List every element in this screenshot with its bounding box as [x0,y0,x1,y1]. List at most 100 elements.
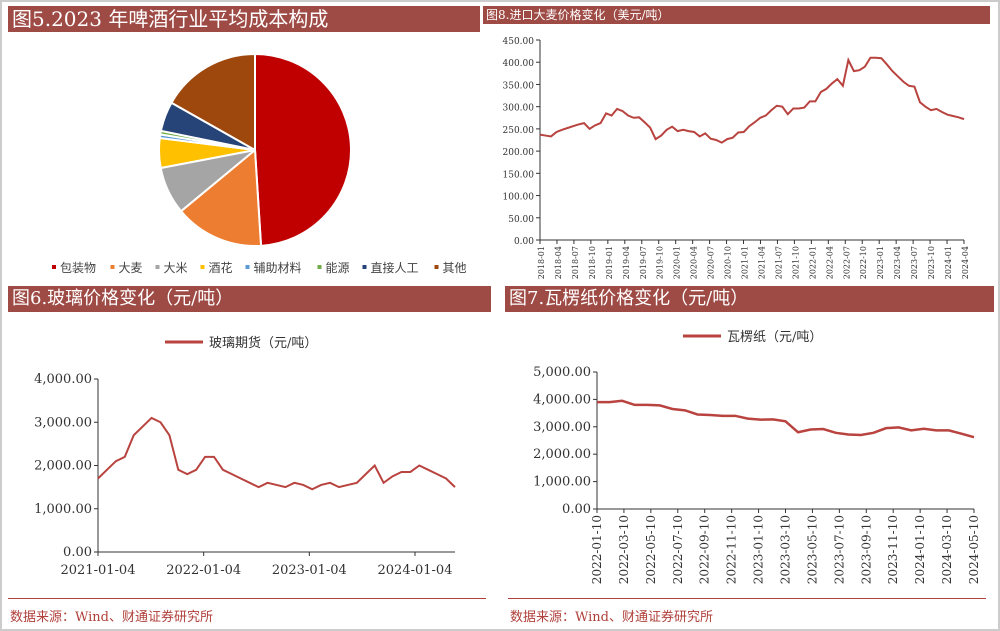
x-tick-label: 2020-01 [673,246,682,279]
x-tick-label: 2019-04 [622,246,631,279]
x-tick-label: 2024-01-10 [913,515,927,584]
glass-title: 图6.玻璃价格变化（元/吨） [8,286,491,312]
y-tick-label: 0.00 [514,237,534,247]
legend-marker [317,265,322,269]
x-tick-label: 2022-07 [842,246,851,279]
legend-marker [52,265,56,269]
x-tick-label: 2024-01 [944,246,953,279]
x-tick-label: 2022-01-04 [166,563,241,578]
y-tick-label: 1,000.00 [533,475,591,490]
x-tick-label: 2023-07-10 [832,515,846,584]
legend-label-5: 能源 [326,261,350,275]
x-tick-label: 2019-07 [639,246,648,279]
x-tick-label: 2023-10 [927,246,936,279]
x-tick-label: 2022-01 [808,246,817,279]
pie-slice-1 [179,147,263,247]
source-note: 数据来源：Wind、财通证券研究所 [510,610,713,625]
pie-slice-0 [254,52,353,247]
legend-label-1: 大麦 [119,261,143,275]
x-tick-label: 2022-11-10 [725,515,739,584]
y-tick-label: 5,000.00 [533,365,591,380]
legend-label-6: 直接人工 [371,260,419,275]
x-tick-label: 2018-04 [554,246,563,279]
y-tick-label: 100.00 [503,193,535,203]
y-tick-label: 3,000.00 [533,420,591,435]
y-tick-label: 0.00 [562,502,591,517]
x-tick-label: 2023-11-10 [886,515,900,584]
y-tick-label: 450.00 [503,37,535,47]
y-tick-label: 150.00 [503,170,535,180]
x-tick-label: 2021-07 [774,246,783,279]
pie-slice-7 [170,52,256,152]
y-tick-label: 3,000.00 [34,415,92,430]
y-tick-label: 1,000.00 [34,502,92,517]
y-tick-label: 350.00 [503,81,535,91]
legend-marker [245,265,250,269]
legend-marker [155,265,160,269]
barley-title: 图8.进口大麦价格变化（美元/吨） [483,6,990,24]
x-tick-label: 2023-01-10 [752,515,766,584]
x-tick-label: 2024-04 [961,246,970,279]
legend-label: 瓦楞纸（元/吨） [727,330,822,345]
x-tick-label: 2019-10 [656,246,665,279]
y-tick-label: 2,000.00 [533,447,591,462]
x-tick-label: 2023-05-10 [805,515,819,584]
y-tick-label: 50.00 [508,215,534,225]
x-tick-label: 2023-01 [876,246,885,279]
x-tick-label: 2021-01-04 [61,563,136,578]
y-tick-label: 400.00 [503,59,535,69]
legend-label: 玻璃期货（元/吨） [209,335,317,351]
x-tick-label: 2023-07 [910,246,919,279]
x-tick-label: 2018-01 [537,246,546,279]
x-tick-label: 2023-04 [893,246,902,279]
y-tick-label: 4,000.00 [34,372,92,387]
x-tick-label: 2022-07-10 [671,515,685,584]
series-line [539,56,965,144]
y-tick-label: 300.00 [503,104,535,114]
divider [508,598,986,599]
legend-marker [200,265,205,269]
source-note: 数据来源：Wind、财通证券研究所 [10,610,213,625]
y-tick-label: 2,000.00 [34,459,92,474]
x-tick-label: 2021-01 [741,246,750,279]
legend-label-4: 辅助材料 [254,261,302,275]
x-tick-label: 2022-01-10 [590,515,604,584]
paper-title: 图7.瓦楞纸价格变化（元/吨） [505,286,994,312]
series-line [597,399,975,439]
x-tick-label: 2021-10 [791,246,800,279]
legend-marker [434,265,439,269]
x-tick-label: 2023-03-10 [779,515,793,584]
x-tick-label: 2018-10 [588,246,597,279]
x-tick-label: 2022-10 [859,246,868,279]
x-tick-label: 2023-01-04 [272,563,347,578]
x-tick-label: 2024-01-04 [378,563,453,578]
x-tick-label: 2021-04 [757,246,766,279]
x-tick-label: 2018-07 [571,246,580,279]
y-tick-label: 4,000.00 [533,392,591,407]
legend-marker [110,265,115,269]
x-tick-label: 2022-05-10 [644,515,658,584]
x-tick-label: 2023-09-10 [859,515,873,584]
legend-label-0: 包装物 [60,261,96,275]
x-tick-label: 2020-04 [690,246,699,279]
x-tick-label: 2022-03-10 [617,515,631,584]
divider [8,598,486,599]
y-tick-label: 0.00 [63,545,92,560]
x-tick-label: 2019-01 [605,246,614,279]
x-tick-label: 2020-10 [724,246,733,279]
legend-marker [362,265,367,269]
y-tick-label: 200.00 [503,148,535,158]
x-tick-label: 2020-07 [707,246,716,279]
legend-label-3: 酒花 [209,260,233,275]
legend-label-7: 其他 [443,261,467,275]
x-tick-label: 2024-05-10 [967,515,981,584]
pie-title: 图5.2023 年啤酒行业平均成本构成 [8,6,480,32]
x-tick-label: 2022-09-10 [698,515,712,584]
x-tick-label: 2022-04 [825,246,834,279]
legend-label-2: 大米 [164,261,188,275]
x-tick-label: 2024-03-10 [940,515,954,584]
y-tick-label: 250.00 [503,126,535,136]
series-line [97,416,456,491]
